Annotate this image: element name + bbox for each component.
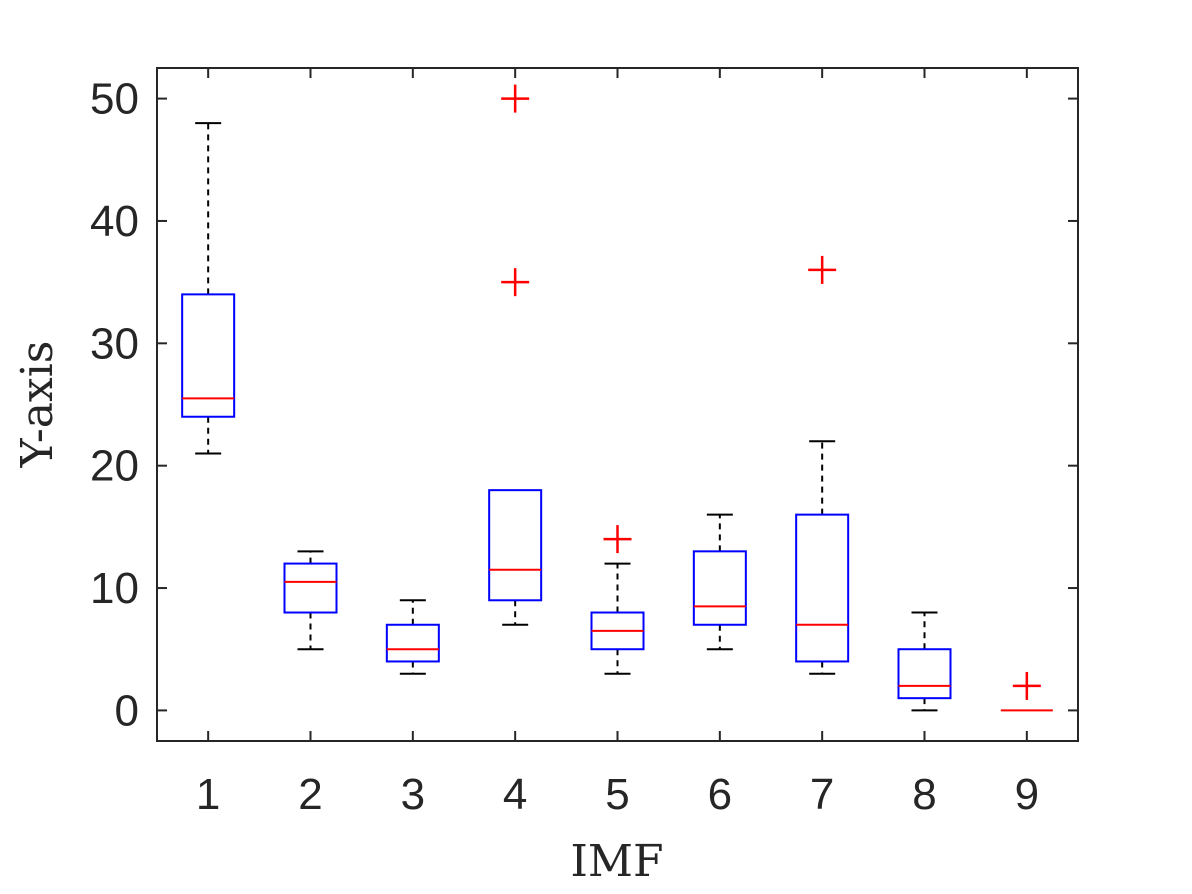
- outlier-marker: [501, 84, 530, 113]
- box-group-5: [590, 525, 645, 675]
- x-tick-label: 9: [1015, 770, 1039, 819]
- x-tick-label: 4: [503, 770, 527, 819]
- x-tick-label: 7: [810, 770, 834, 819]
- axis-ticks: 0 10 20 30 40 50 1 2 3 4 5 6 7 8 9: [90, 68, 1078, 819]
- box-group-8: [897, 611, 952, 712]
- x-axis-label: IMF: [571, 836, 664, 887]
- y-tick-label: 50: [90, 75, 139, 124]
- box-group-7: [795, 255, 850, 675]
- box-group-6: [692, 513, 747, 651]
- box-iqr: [692, 550, 747, 626]
- plot-frame: [156, 67, 1079, 742]
- box-iqr: [181, 293, 236, 418]
- y-tick-label: 30: [90, 319, 139, 368]
- box-iqr: [283, 562, 338, 614]
- x-tick-label: 1: [196, 770, 220, 819]
- box-iqr: [897, 648, 952, 700]
- x-tick-label: 3: [401, 770, 425, 819]
- box-group-2: [283, 550, 338, 651]
- x-tick-label: 6: [708, 770, 732, 819]
- box-iqr: [488, 489, 543, 602]
- outlier-marker: [1012, 671, 1041, 700]
- box-group-3: [385, 599, 440, 675]
- outlier-marker: [808, 255, 837, 284]
- y-tick-label: 0: [115, 686, 139, 735]
- outlier-marker: [501, 268, 530, 297]
- x-tick-label: 2: [298, 770, 322, 819]
- box-group-4: [488, 84, 543, 626]
- y-axis-label: Y-axis: [12, 341, 63, 469]
- y-tick-label: 40: [90, 197, 139, 246]
- box-iqr: [795, 513, 850, 663]
- box-iqr: [385, 623, 440, 663]
- plot-content: [181, 84, 1053, 712]
- outlier-marker: [603, 525, 632, 554]
- box-group-1: [181, 122, 236, 455]
- x-tick-label: 8: [912, 770, 936, 819]
- y-tick-label: 10: [90, 564, 139, 613]
- x-tick-label: 5: [605, 770, 629, 819]
- box-group-9: [1000, 671, 1053, 712]
- y-tick-label: 20: [90, 442, 139, 491]
